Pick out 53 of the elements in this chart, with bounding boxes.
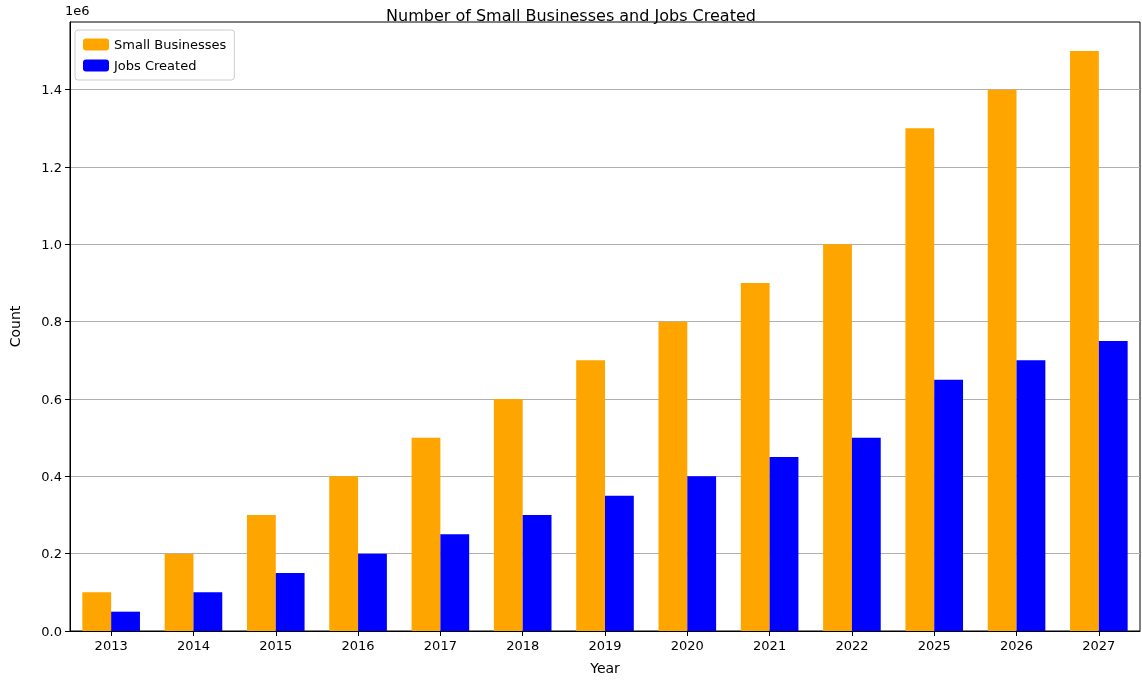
- legend-label: Jobs Created: [113, 58, 197, 73]
- bar: [246, 515, 276, 631]
- bar: [851, 437, 881, 631]
- y-tick-label: 0.6: [41, 391, 62, 407]
- bar: [576, 360, 605, 631]
- bar: [164, 553, 194, 631]
- y-tick-label: 1.0: [41, 236, 62, 252]
- x-tick-label: 2016: [341, 638, 375, 653]
- bar: [493, 399, 523, 631]
- legend-label: Small Businesses: [114, 37, 227, 52]
- bar: [1098, 341, 1128, 631]
- x-tick-label: 2018: [506, 638, 540, 653]
- x-tick-label: 2027: [1082, 638, 1116, 653]
- bar: [934, 379, 964, 631]
- y-tick-label: 0.8: [41, 314, 62, 330]
- bar: [522, 515, 552, 631]
- bar: [440, 534, 470, 631]
- bar: [82, 592, 112, 631]
- x-tick-label: 2020: [670, 638, 704, 653]
- bar: [769, 457, 799, 631]
- y-tick-label: 1.4: [41, 82, 62, 98]
- x-tick-label: 2026: [999, 638, 1034, 653]
- bar: [275, 573, 305, 631]
- bar: [193, 592, 223, 631]
- x-axis-title: Year: [589, 660, 621, 676]
- x-tick-label: 2013: [94, 638, 128, 653]
- bar: [987, 89, 1017, 631]
- x-tick-label: 2021: [753, 638, 787, 653]
- y-axis-title: Count: [7, 305, 23, 348]
- bar: [605, 495, 634, 631]
- x-tick-label: 2025: [917, 638, 951, 653]
- y-tick-label: 0.2: [41, 546, 62, 562]
- bar: [111, 611, 140, 631]
- text: 1e6: [65, 3, 90, 18]
- bar: [1070, 51, 1099, 631]
- x-tick-label: 2022: [835, 638, 869, 653]
- bar: [823, 244, 852, 631]
- x-tick-label: 2019: [588, 638, 622, 653]
- x-tick-label: 2014: [176, 638, 211, 653]
- y-tick-label: 0.4: [41, 468, 62, 484]
- bar: [687, 476, 717, 631]
- x-tick-label: 2015: [259, 638, 293, 653]
- x-tick-label: 2017: [423, 638, 457, 653]
- y-tick-label: 1.2: [41, 159, 62, 175]
- y-tick-label: 0.0: [41, 623, 62, 639]
- bar: [411, 437, 441, 631]
- bar: [329, 476, 359, 631]
- chart-title: Number of Small Businesses and Jobs Created: [386, 5, 756, 25]
- bar: [740, 283, 770, 631]
- bar: [905, 128, 935, 631]
- bar: [658, 321, 688, 631]
- bar: [358, 553, 387, 631]
- bar: [1016, 360, 1046, 631]
